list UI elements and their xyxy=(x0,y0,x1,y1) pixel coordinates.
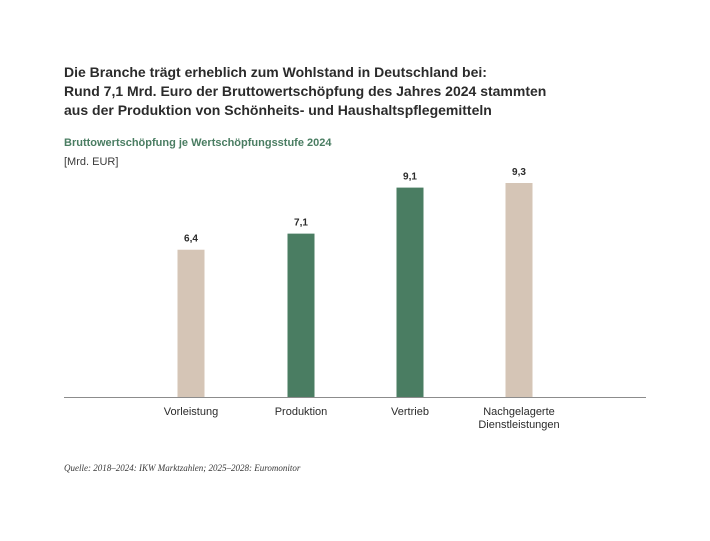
unit-label: [Mrd. EUR] xyxy=(64,156,119,168)
chart-title: Bruttowertschöpfung je Wertschöpfungsstu… xyxy=(64,137,332,149)
bar-0 xyxy=(177,249,205,397)
headline-line-3: aus der Produktion von Schönheits- und H… xyxy=(64,102,492,118)
category-label-1: Produktion xyxy=(275,406,328,418)
bar-1 xyxy=(287,233,315,397)
value-label-1: 7,1 xyxy=(294,218,308,229)
source-note: Quelle: 2018–2024: IKW Marktzahlen; 2025… xyxy=(64,463,301,473)
value-label-3: 9,3 xyxy=(512,167,526,178)
value-label-0: 6,4 xyxy=(184,234,198,245)
headline-line-1: Die Branche trägt erheblich zum Wohlstan… xyxy=(64,64,487,80)
category-label-0: Vorleistung xyxy=(164,406,218,418)
chart-headline: Die Branche trägt erheblich zum Wohlstan… xyxy=(64,63,664,120)
bar-2 xyxy=(396,187,424,397)
category-label-3-0: Nachgelagerte xyxy=(483,406,555,418)
bar-3 xyxy=(505,183,533,397)
category-label-3-1: Dienstleistungen xyxy=(478,419,559,431)
category-label-2: Vertrieb xyxy=(391,406,429,418)
headline-line-2: Rund 7,1 Mrd. Euro der Bruttowertschöpfu… xyxy=(64,83,547,99)
value-label-2: 9,1 xyxy=(403,172,417,183)
